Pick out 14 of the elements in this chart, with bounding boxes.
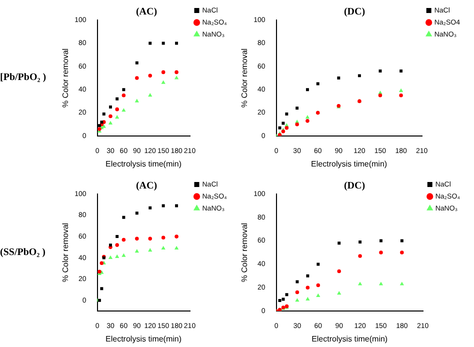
y-axis-title: % Color removal: [61, 222, 70, 282]
x-axis-title: Electrolysis time(min): [106, 159, 182, 168]
text: (SS/PbO₂ ): [0, 246, 46, 258]
chart-title: (AC): [136, 180, 158, 192]
x-axis-title: Electrolysis time(min): [106, 334, 182, 344]
y-axis-title: % Color removal: [240, 222, 250, 282]
chart-title: (AC): [136, 6, 158, 18]
text: [Pb/PbO₂ ): [0, 72, 46, 84]
x-axis-title: Electrolysis time(min): [312, 334, 388, 344]
x-axis-title: Electrolysis time(min): [311, 159, 388, 168]
chart-title: (DC): [344, 6, 366, 18]
y-axis-title: % Color removal: [61, 48, 70, 108]
chart-title: (DC): [344, 180, 366, 192]
y-axis-title: % Color removal: [240, 48, 250, 108]
